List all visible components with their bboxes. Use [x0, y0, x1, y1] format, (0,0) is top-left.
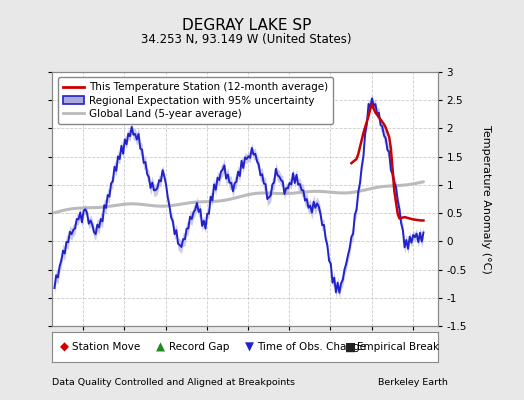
Y-axis label: Temperature Anomaly (°C): Temperature Anomaly (°C)	[481, 125, 491, 273]
Text: 34.253 N, 93.149 W (United States): 34.253 N, 93.149 W (United States)	[141, 33, 352, 46]
Text: Empirical Break: Empirical Break	[357, 342, 440, 352]
Text: ◆: ◆	[60, 340, 69, 354]
Text: ▼: ▼	[245, 340, 254, 354]
Text: ▲: ▲	[156, 340, 166, 354]
Text: ■: ■	[345, 340, 356, 354]
Legend: This Temperature Station (12-month average), Regional Expectation with 95% uncer: This Temperature Station (12-month avera…	[58, 77, 333, 124]
Text: Time of Obs. Change: Time of Obs. Change	[257, 342, 366, 352]
Text: Record Gap: Record Gap	[169, 342, 229, 352]
Text: DEGRAY LAKE SP: DEGRAY LAKE SP	[182, 18, 311, 33]
Text: Berkeley Earth: Berkeley Earth	[378, 378, 448, 387]
Text: Station Move: Station Move	[72, 342, 140, 352]
Text: Data Quality Controlled and Aligned at Breakpoints: Data Quality Controlled and Aligned at B…	[52, 378, 296, 387]
